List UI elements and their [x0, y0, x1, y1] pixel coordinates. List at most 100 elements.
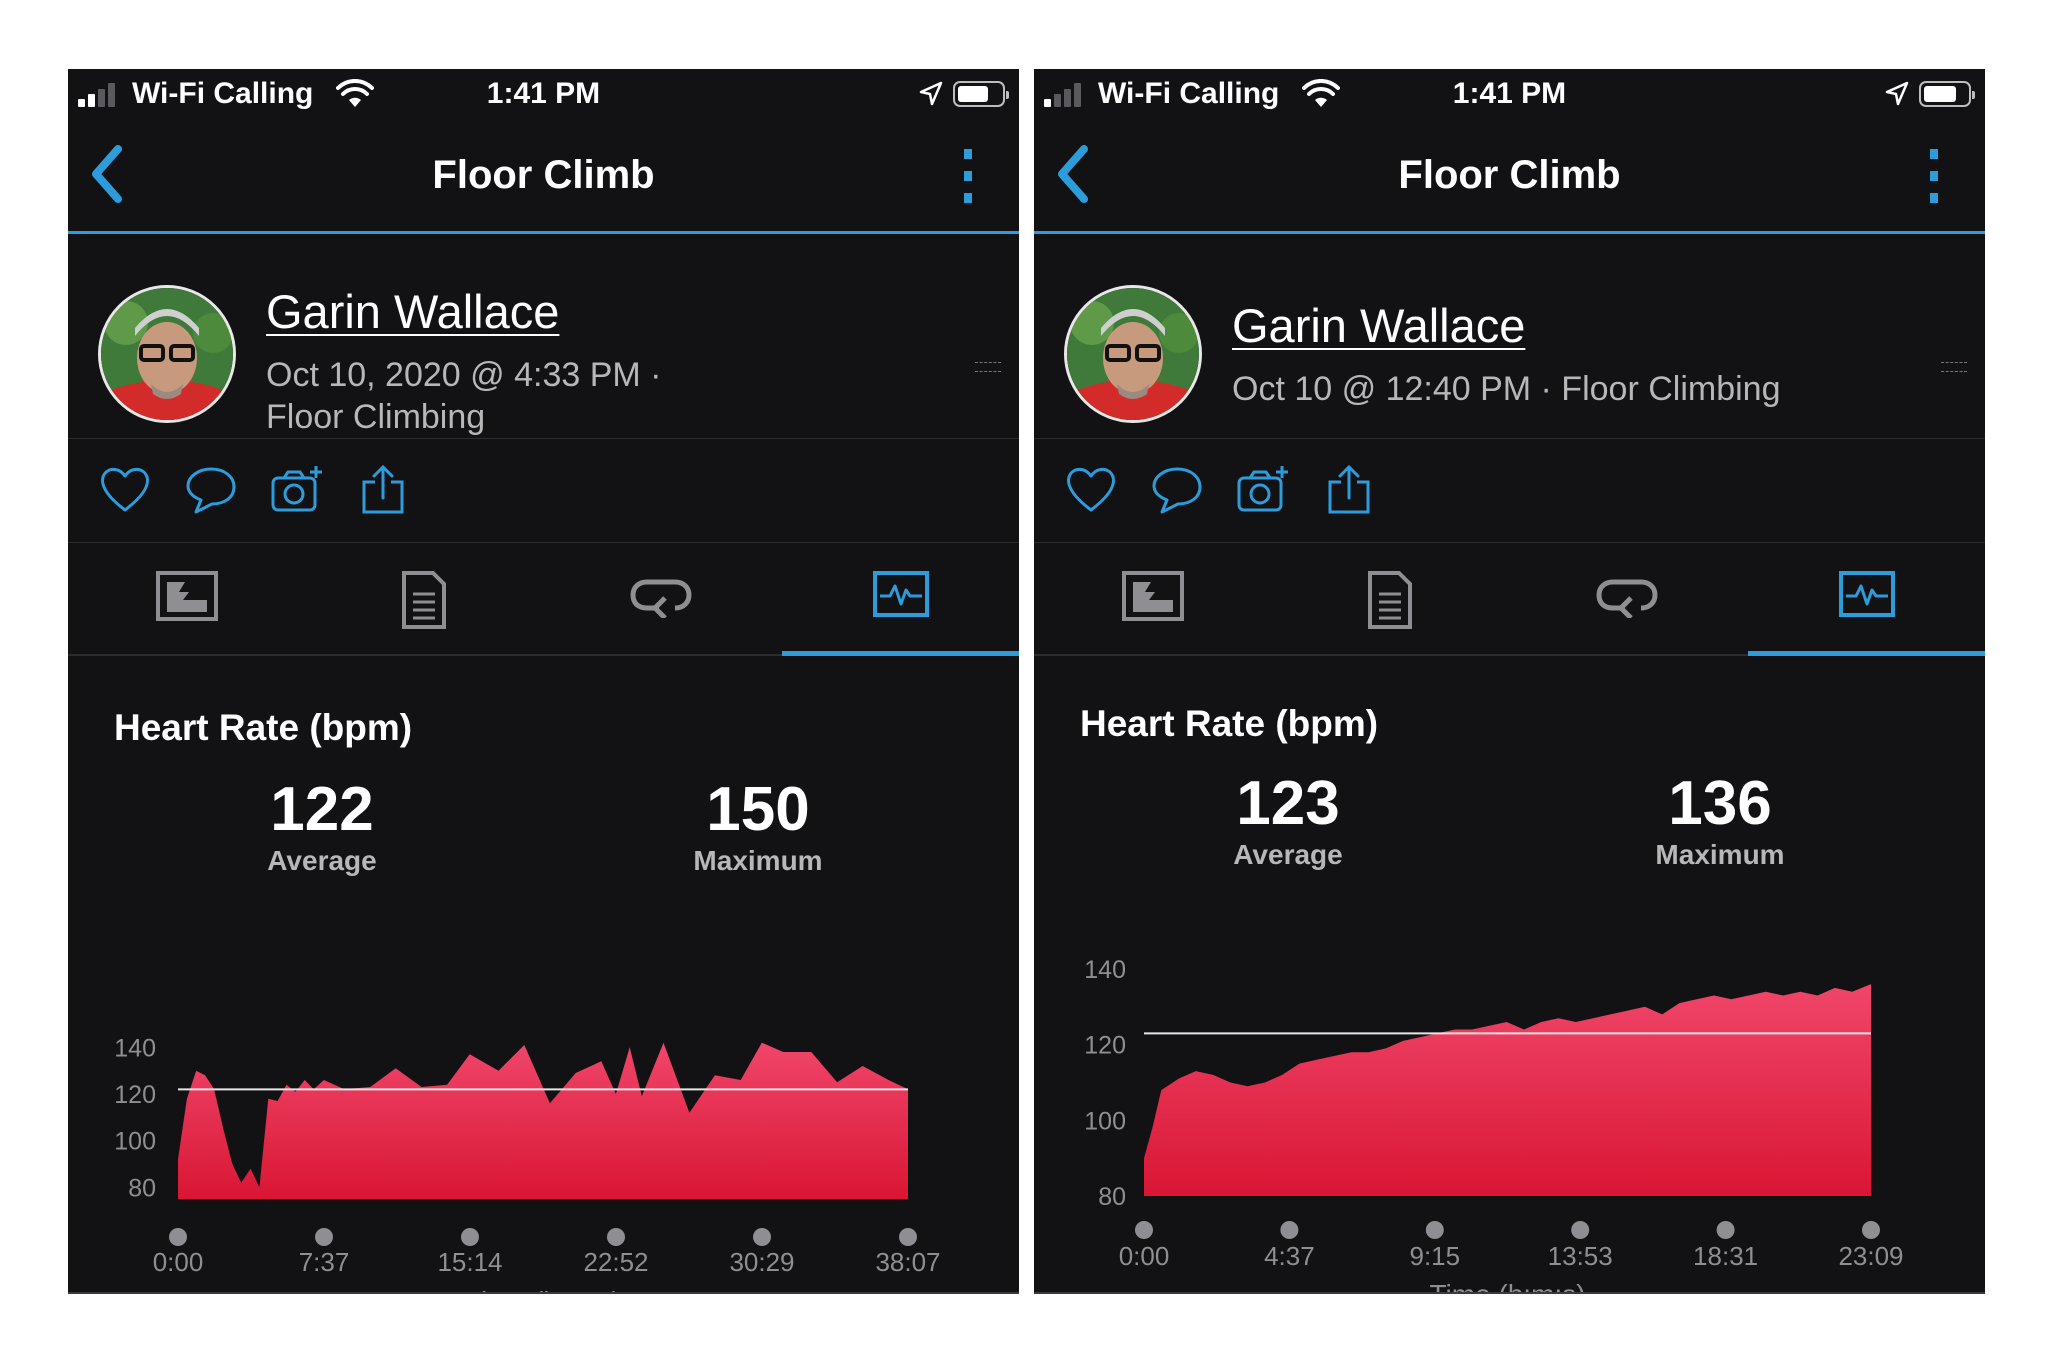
x-tick-label: 0:00 [153, 1247, 204, 1277]
battery-icon [953, 81, 1009, 107]
document-icon [1367, 571, 1412, 629]
user-name-link[interactable]: Garin Wallace [266, 285, 560, 338]
avatar[interactable] [1064, 285, 1202, 423]
y-tick-label: 140 [1084, 956, 1126, 984]
page-title: Floor Climb [432, 153, 655, 197]
heart-rate-area [178, 1042, 908, 1199]
more-options-button[interactable] [1927, 149, 1941, 205]
y-tick-label: 80 [128, 1174, 156, 1202]
x-tick-dot [1425, 1221, 1444, 1239]
x-tick-label: 15:14 [437, 1247, 502, 1277]
bottom-divider [68, 1292, 1019, 1294]
heart-rate-chart: 140 120 100 80 0:00 7:37 15:14 22:52 30:29 38:07 T… [114, 1034, 940, 1294]
detail-tabs [68, 542, 1019, 656]
wifi-icon [1302, 79, 1340, 107]
detail-tabs [1034, 542, 1985, 656]
avatar[interactable] [98, 285, 236, 423]
x-tick-dot [315, 1228, 333, 1246]
more-options-button[interactable] [961, 149, 975, 205]
tab-laps[interactable] [1508, 542, 1745, 654]
x-tick-dot [1571, 1221, 1590, 1239]
average-hr-value: 122 [270, 775, 374, 844]
nav-bar: Floor Climb [1034, 119, 1985, 234]
carrier-label: Wi-Fi Calling [1098, 77, 1280, 110]
tab-laps[interactable] [542, 542, 779, 654]
x-tick-label: 38:07 [875, 1247, 940, 1277]
back-button[interactable] [80, 139, 140, 209]
laps-loop-icon [629, 579, 692, 618]
back-button[interactable] [1046, 139, 1106, 209]
x-tick-dot [1135, 1221, 1153, 1239]
comment-bubble-icon[interactable] [1150, 464, 1204, 516]
location-arrow-icon [1885, 81, 1909, 106]
activity-meta: Oct 10, 2020 @ 4:33 PM · Floor Climbing [266, 354, 661, 438]
heart-rate-chart-icon [872, 571, 929, 617]
x-tick-label: 13:53 [1548, 1241, 1613, 1271]
y-tick-label: 120 [114, 1081, 156, 1109]
carrier-label: Wi-Fi Calling [132, 77, 314, 110]
x-tick-dot [461, 1228, 479, 1246]
x-tick-dot [169, 1228, 187, 1246]
x-tick-dot [1862, 1221, 1880, 1239]
x-tick-dot [753, 1228, 771, 1246]
tab-charts[interactable] [782, 542, 1019, 656]
add-photo-camera-icon[interactable] [1236, 464, 1290, 516]
x-tick-label: 30:29 [729, 1247, 794, 1277]
x-tick-dot [899, 1228, 917, 1246]
average-hr-label: Average [1233, 839, 1343, 870]
x-axis-title: Time (h:m:s) [465, 1286, 621, 1294]
average-hr-label: Average [267, 845, 377, 876]
activity-date-type: Oct 10 @ 12:40 PM · Floor Climbing [1232, 370, 1781, 408]
x-axis-title: Time (h:m:s) [1429, 1279, 1585, 1294]
x-tick-dot [1280, 1221, 1299, 1239]
laps-loop-icon [1595, 579, 1658, 618]
share-icon[interactable] [1322, 464, 1376, 516]
user-name-link[interactable]: Garin Wallace [1232, 299, 1526, 352]
social-actions [68, 438, 1019, 543]
maximum-hr-value: 136 [1668, 769, 1772, 838]
y-tick-label: 80 [1098, 1183, 1126, 1211]
activity-header: Garin Wallace Oct 10, 2020 @ 4:33 PM · F… [68, 234, 1019, 439]
status-time: 1:41 PM [486, 77, 601, 110]
maximum-hr-label: Maximum [1655, 839, 1785, 870]
drag-handle-icon [1941, 362, 1967, 372]
tab-details[interactable] [305, 542, 542, 654]
maximum-hr-value: 150 [706, 775, 810, 844]
phone-screen-1: Wi-Fi Calling 1:41 PM Floor Climb [68, 69, 1019, 1294]
avatar-photo [1067, 288, 1199, 420]
heart-rate-chart-icon [1838, 571, 1895, 617]
activity-header: Garin Wallace Oct 10 @ 12:40 PM · Floor … [1034, 234, 1985, 439]
status-time: 1:41 PM [1452, 77, 1567, 110]
overview-chart-icon [1121, 571, 1184, 621]
x-tick-label: 7:37 [299, 1247, 350, 1277]
x-tick-label: 9:15 [1409, 1241, 1460, 1271]
add-photo-camera-icon[interactable] [270, 464, 324, 516]
x-tick-dot [607, 1228, 625, 1246]
heart-rate-title: Heart Rate (bpm) [1080, 703, 1379, 744]
tab-overview[interactable] [1034, 542, 1271, 654]
activity-type: Floor Climbing [266, 398, 486, 436]
signal-strength-icon [78, 81, 120, 107]
share-icon[interactable] [356, 464, 410, 516]
nav-bar: Floor Climb [68, 119, 1019, 234]
tab-charts[interactable] [1748, 542, 1985, 656]
activity-date: Oct 10, 2020 @ 4:33 PM · [266, 356, 662, 394]
heart-rate-area [1144, 984, 1871, 1196]
x-tick-dot [1716, 1221, 1735, 1239]
location-arrow-icon [919, 81, 943, 106]
bottom-divider [1034, 1292, 1985, 1294]
tab-details[interactable] [1271, 542, 1508, 654]
overview-chart-icon [155, 571, 218, 621]
social-actions [1034, 438, 1985, 543]
average-hr-value: 123 [1236, 769, 1340, 838]
status-bar: Wi-Fi Calling 1:41 PM [1034, 69, 1985, 119]
y-tick-label: 100 [114, 1128, 156, 1156]
comment-bubble-icon[interactable] [184, 464, 238, 516]
y-tick-label: 100 [1084, 1107, 1126, 1135]
tab-overview[interactable] [68, 542, 305, 654]
drag-handle-icon [975, 362, 1001, 372]
like-heart-icon[interactable] [98, 464, 152, 516]
battery-icon [1919, 81, 1975, 107]
like-heart-icon[interactable] [1064, 464, 1118, 516]
status-bar: Wi-Fi Calling 1:41 PM [68, 69, 1019, 119]
